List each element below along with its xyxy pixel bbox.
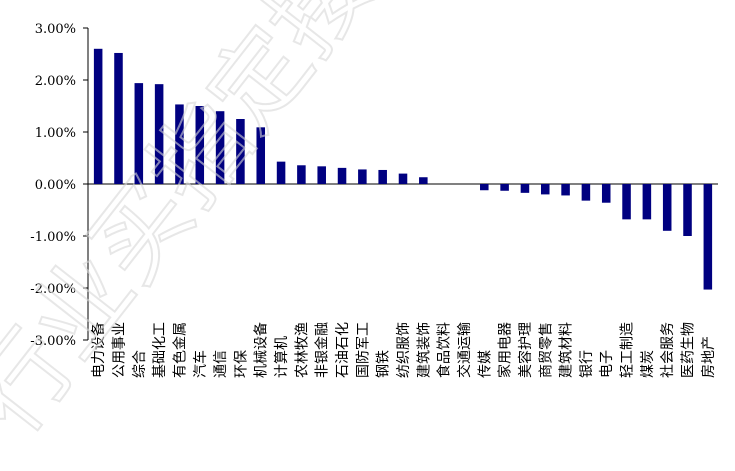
category-label: 农林牧渔: [294, 322, 310, 378]
bar-30: [683, 184, 692, 236]
category-label: 纺织服饰: [396, 322, 412, 378]
bar-29: [662, 184, 672, 231]
watermark: 行业买指定接收人: [0, 0, 512, 455]
category-label: 医药生物: [681, 322, 697, 378]
y-tick-label: 2.00%: [35, 74, 76, 89]
bar-1: [93, 48, 103, 184]
category-label: 基础化工: [151, 322, 168, 378]
bar-5: [175, 104, 184, 184]
bar-16: [398, 173, 408, 184]
bar-4: [154, 84, 164, 184]
bar-3: [134, 83, 144, 184]
category-labels-layer: 电力设备 公用事业 综合 基础化工 有色金属 汽车 通信 环保 机械设备 计算机 农林牧渔 非银金融石…: [90, 322, 717, 378]
y-tick-label: 0.00%: [35, 178, 76, 193]
y-tick-label: -2.00%: [30, 282, 76, 297]
category-label: 国防军工: [355, 322, 371, 378]
category-label: 银行: [579, 350, 595, 378]
category-label: 非银金融: [315, 322, 331, 378]
bar-28: [642, 184, 652, 220]
category-label: 社会服务: [660, 322, 676, 378]
bar-25: [581, 184, 591, 201]
category-label: 电力设备: [90, 322, 107, 378]
category-label: 计算机: [274, 336, 290, 378]
category-label: 建筑材料: [559, 322, 575, 378]
bar-17: [419, 177, 428, 184]
bar-7: [215, 111, 225, 184]
bar-8: [236, 119, 245, 184]
bar-26: [601, 184, 611, 203]
category-label: 食品饮料: [436, 322, 453, 378]
bar-10: [276, 161, 286, 184]
y-tick-label: 3.00%: [35, 22, 76, 37]
bar-9: [256, 127, 266, 184]
category-label: 煤炭: [640, 350, 656, 378]
y-tick-label: -1.00%: [30, 230, 76, 245]
bar-24: [561, 184, 570, 196]
bar-27: [622, 184, 631, 220]
category-label: 公用事业: [112, 322, 128, 378]
category-label: 钢铁: [376, 350, 392, 378]
category-label: 商贸零售: [538, 322, 554, 378]
category-label: 电子: [599, 350, 615, 378]
category-label: 环保: [233, 350, 249, 378]
bar-23: [540, 184, 550, 195]
bars-layer: [93, 48, 713, 290]
category-label: 机械设备: [253, 322, 270, 378]
category-label: 轻工制造: [620, 322, 636, 378]
category-label: 综合: [132, 350, 148, 378]
bar-20: [480, 184, 489, 191]
category-label: 交通运输: [456, 322, 473, 378]
category-label: 美容护理: [517, 322, 534, 378]
bar-11: [297, 165, 306, 184]
category-label: 家用电器: [497, 322, 514, 378]
bar-22: [520, 184, 530, 193]
bar-2: [114, 52, 123, 185]
bar-31: [703, 184, 713, 290]
category-label: 有色金属: [172, 322, 189, 378]
bar-6: [195, 106, 205, 184]
bar-21: [500, 184, 509, 191]
bar-15: [378, 169, 387, 184]
y-tick-label: 1.00%: [35, 126, 76, 141]
bar-13: [337, 167, 347, 184]
bar-12: [317, 166, 326, 184]
category-label: 建筑装饰: [416, 322, 432, 378]
category-label: 传媒: [477, 350, 493, 378]
category-label: 汽车: [192, 350, 209, 378]
y-tick-label: -3.00%: [30, 334, 76, 349]
category-label: 房地产: [701, 336, 717, 378]
category-label: 通信: [213, 350, 229, 378]
bar-14: [358, 169, 367, 184]
category-label: 石油石化: [335, 322, 351, 378]
